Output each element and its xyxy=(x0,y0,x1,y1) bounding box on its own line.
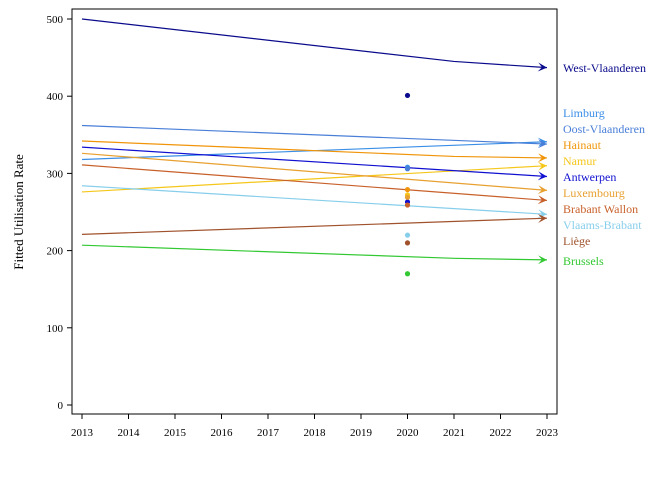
data-point-brussels xyxy=(404,271,411,277)
series-arrowhead-hainaut xyxy=(537,153,547,163)
series-label-namur: Namur xyxy=(563,154,596,168)
series-line-oost-vlaanderen xyxy=(81,124,548,145)
series-label-luxembourg: Luxembourg xyxy=(563,186,625,200)
y-tick-label: 100 xyxy=(47,323,64,335)
series-arrowhead-antwerpen xyxy=(537,171,547,181)
series-line-west-vlaanderen xyxy=(81,18,548,69)
series-label-li-ge: Liège xyxy=(563,234,590,248)
axes: 2013 2014 2015 2016 2017 2018 2019 2020 2021 2022… xyxy=(47,14,559,439)
series-line-hainaut xyxy=(81,140,548,159)
series-arrowhead-luxembourg xyxy=(537,185,547,195)
series-label-oost-vlaanderen: Oost-Vlaanderen xyxy=(563,122,645,136)
x-tick-label: 2014 xyxy=(118,427,141,439)
series-line-brussels xyxy=(81,244,548,261)
data-point-oost-vlaanderen xyxy=(404,166,411,172)
x-tick-label: 2015 xyxy=(164,427,187,439)
series-line-brabant-wallon xyxy=(81,164,548,202)
series-line-vlaams-brabant xyxy=(81,185,548,215)
series-arrowhead-west-vlaanderen xyxy=(537,62,547,72)
series-arrowhead-li-ge xyxy=(537,213,547,223)
series-lines xyxy=(81,18,548,265)
series-points xyxy=(404,92,411,277)
x-tick-label: 2022 xyxy=(490,427,512,439)
y-tick-label: 300 xyxy=(47,168,64,180)
series-label-brussels: Brussels xyxy=(563,254,604,268)
y-tick-label: 0 xyxy=(58,400,64,412)
x-tick-label: 2021 xyxy=(443,427,465,439)
x-tick-label: 2017 xyxy=(257,427,280,439)
plot-frame xyxy=(71,8,558,415)
x-tick-label: 2019 xyxy=(350,427,373,439)
series-line-luxembourg xyxy=(81,152,548,191)
series-line-antwerpen xyxy=(81,146,548,178)
series-line-namur xyxy=(81,165,548,193)
data-point-west-vlaanderen xyxy=(404,92,411,99)
series-label-vlaams-brabant: Vlaams-Brabant xyxy=(563,218,642,232)
data-point-luxembourg xyxy=(404,194,411,200)
x-tick-label: 2016 xyxy=(211,427,234,439)
series-label-brabant-wallon: Brabant Wallon xyxy=(563,202,638,216)
x-tick-label: 2013 xyxy=(71,427,94,439)
series-arrowhead-brabant-wallon xyxy=(537,195,547,205)
series-label-hainaut: Hainaut xyxy=(563,138,602,152)
y-tick-label: 400 xyxy=(47,91,64,103)
series-labels: West-Vlaanderen Limburg Oost-Vlaanderen Hai… xyxy=(563,61,646,268)
series-arrowhead-namur xyxy=(537,161,547,171)
x-tick-label: 2018 xyxy=(304,427,327,439)
data-point-hainaut xyxy=(404,187,411,193)
x-tick-label: 2020 xyxy=(397,427,420,439)
series-arrowhead-oost-vlaanderen xyxy=(537,139,547,149)
y-tick-label: 200 xyxy=(47,246,64,258)
series-label-antwerpen: Antwerpen xyxy=(563,170,616,184)
series-arrowhead-brussels xyxy=(537,255,547,265)
y-tick-label: 500 xyxy=(47,14,64,26)
x-tick-label: 2023 xyxy=(536,427,559,439)
series-line-li-ge xyxy=(81,217,548,235)
y-axis-title: Fitted Utilisation Rate xyxy=(11,154,26,270)
data-point-vlaams-brabant xyxy=(404,232,411,238)
data-point-brabant-wallon xyxy=(404,202,411,208)
series-label-limburg: Limburg xyxy=(563,106,605,120)
series-label-west-vlaanderen: West-Vlaanderen xyxy=(563,61,646,75)
data-point-li-ge xyxy=(404,240,411,246)
